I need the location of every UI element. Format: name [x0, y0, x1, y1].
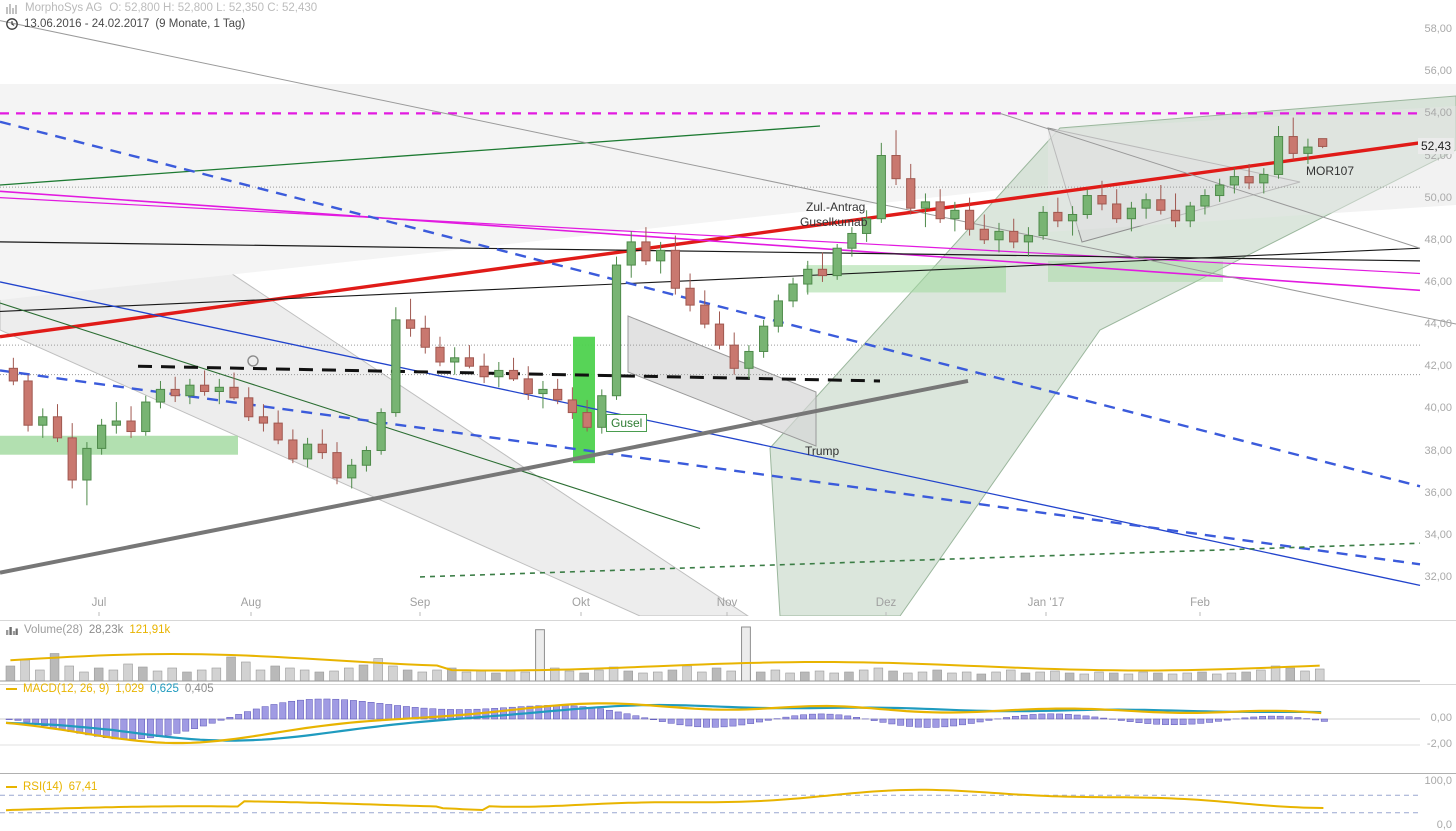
- price-tick-54-00: 54,00: [1424, 107, 1452, 120]
- volume-pane[interactable]: [0, 620, 1456, 684]
- annotation-mor107[interactable]: MOR107: [1306, 164, 1355, 178]
- annotation-guselkumab[interactable]: Guselkumab: [800, 215, 868, 229]
- rsi-label: RSI(14): [23, 781, 63, 793]
- chart-header: MorphoSys AG O: 52,800 H: 52,800 L: 52,3…: [0, 0, 1456, 36]
- time-tick-Jul: Jul: [91, 597, 107, 609]
- volume-value: 28,23k: [88, 624, 124, 636]
- price-tick-56-00: 56,00: [1424, 65, 1452, 78]
- price-tick-34-00: 34,00: [1424, 528, 1452, 541]
- time-tick-Aug: Aug: [240, 597, 262, 609]
- macd-legend[interactable]: MACD(12, 26, 9) 1,029 0,625 0,405: [6, 683, 214, 695]
- symbol-name[interactable]: MorphoSys AG: [25, 2, 103, 14]
- price-tick-46-00: 46,00: [1424, 275, 1452, 288]
- interval-label[interactable]: (9 Monate, 1 Tag): [155, 18, 246, 30]
- rsi-tick-100: 100,0: [1424, 775, 1452, 787]
- annotation-trump[interactable]: Trump: [805, 444, 840, 458]
- price-tick-40-00: 40,00: [1424, 402, 1452, 415]
- clock-icon: [6, 18, 18, 30]
- time-tick-Sep: Sep: [409, 597, 431, 609]
- volume-bars-icon: [6, 625, 18, 635]
- macd-hist-value: 0,405: [184, 683, 214, 695]
- price-tick-48-00: 48,00: [1424, 233, 1452, 246]
- annotation-gusel[interactable]: Gusel: [606, 414, 648, 432]
- time-tick-Nov: Nov: [716, 597, 738, 609]
- macd-signal-value: 0,625: [150, 683, 179, 695]
- time-tick-Dez: Dez: [875, 597, 897, 609]
- volume-label: Volume(28): [24, 624, 83, 636]
- macd-pane[interactable]: [0, 684, 1456, 773]
- price-pane[interactable]: [0, 0, 1456, 616]
- price-tick-32-00: 32,00: [1424, 570, 1452, 583]
- rsi-tick-0: 0,0: [1436, 819, 1452, 831]
- ohlc-values: O: 52,800 H: 52,800 L: 52,350 C: 52,430: [109, 2, 318, 14]
- rsi-pane[interactable]: [0, 773, 1456, 831]
- price-tick-36-00: 36,00: [1424, 486, 1452, 499]
- symbol-row: MorphoSys AG O: 52,800 H: 52,800 L: 52,3…: [6, 2, 317, 14]
- rsi-value: 67,41: [68, 781, 98, 793]
- time-tick-Okt: Okt: [572, 597, 590, 609]
- annotation-zul-antrag[interactable]: Zul.-Antrag: [806, 200, 866, 214]
- current-price-badge: 52,43: [1417, 138, 1454, 155]
- bar-chart-icon: [6, 3, 18, 14]
- date-range[interactable]: 13.06.2016 - 24.02.2017: [24, 18, 150, 30]
- time-tick-Jan17: Jan '17: [1027, 597, 1065, 609]
- rsi-line-swatch-icon: [6, 786, 17, 788]
- volume-ma-value: 121,91k: [129, 624, 171, 636]
- macd-label: MACD(12, 26, 9): [23, 683, 110, 695]
- volume-legend[interactable]: Volume(28) 28,23k 121,91k: [6, 624, 170, 636]
- rsi-legend[interactable]: RSI(14) 67,41: [6, 781, 97, 793]
- price-tick-42-00: 42,00: [1424, 360, 1452, 373]
- price-tick-44-00: 44,00: [1424, 318, 1452, 331]
- macd-line-swatch-icon: [6, 688, 17, 690]
- price-tick-38-00: 38,00: [1424, 444, 1452, 457]
- date-range-row: 13.06.2016 - 24.02.2017 (9 Monate, 1 Tag…: [6, 18, 245, 30]
- price-tick-58-00: 58,00: [1424, 23, 1452, 36]
- time-tick-Feb: Feb: [1190, 597, 1210, 609]
- macd-tick-minus2: -2,00: [1426, 738, 1452, 750]
- macd-value: 1,029: [115, 683, 145, 695]
- price-tick-50-00: 50,00: [1424, 191, 1452, 204]
- macd-tick-0: 0,00: [1430, 712, 1452, 724]
